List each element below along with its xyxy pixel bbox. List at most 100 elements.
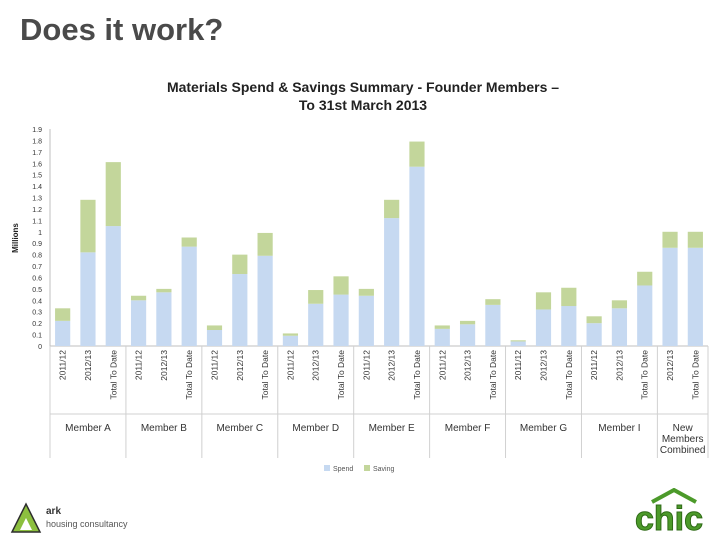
chic-logo-icon: chic	[634, 488, 704, 534]
bar-spend	[459, 324, 476, 346]
x-tick-label: 2012/13	[665, 350, 675, 381]
y-tick-label: 1.4	[32, 184, 42, 191]
y-tick-label: 1	[38, 230, 42, 237]
x-tick-label: 2012/13	[463, 350, 473, 381]
ark-logo-icon	[10, 502, 42, 533]
bar-spend	[384, 218, 400, 346]
bar-saving	[105, 162, 121, 227]
x-tick-label: 2012/13	[539, 350, 549, 381]
bar-saving	[55, 308, 71, 321]
x-tick-label: Total To Date	[336, 350, 346, 400]
y-tick-label: 1.5	[32, 173, 42, 180]
y-tick-label: 1.3	[32, 196, 42, 203]
x-tick-label: 2011/12	[437, 350, 447, 380]
x-tick-label: 2012/13	[83, 350, 93, 381]
y-tick-label: 1.7	[32, 150, 42, 157]
bar-spend	[662, 247, 678, 346]
bar-spend	[485, 304, 501, 346]
y-tick-label: 0.3	[32, 310, 42, 317]
bar-saving	[181, 237, 197, 247]
legend-label-spend: Spend	[333, 466, 353, 473]
bar-saving	[257, 232, 273, 256]
x-tick-label: 2011/12	[58, 350, 68, 380]
chic-logo-text: chic	[635, 500, 703, 534]
bar-saving	[358, 288, 374, 296]
bar-spend	[206, 330, 223, 346]
y-axis-label: Millions	[11, 223, 20, 253]
group-label: Member B	[141, 423, 187, 434]
y-tick-label: 0.2	[32, 321, 42, 328]
x-tick-label: Total To Date	[184, 350, 194, 400]
bar-saving	[282, 333, 299, 336]
bar-spend	[181, 246, 197, 346]
y-tick-label: 1.1	[32, 218, 42, 225]
x-tick-label: 2011/12	[513, 350, 523, 380]
chart-title-line1: Materials Spend & Savings Summary - Foun…	[167, 79, 559, 95]
bar-spend	[687, 247, 703, 346]
bar-spend	[510, 341, 526, 346]
bar-saving	[409, 141, 425, 167]
group-label: Member I	[598, 423, 640, 434]
y-tick-label: 0.4	[32, 298, 42, 305]
group-label: Member D	[292, 423, 339, 434]
y-tick-label: 0.8	[32, 253, 42, 260]
bar-saving	[485, 299, 501, 305]
group-label: Combined	[660, 445, 706, 456]
legend-swatch-saving	[364, 465, 370, 471]
x-tick-label: Total To Date	[412, 350, 422, 400]
y-tick-label: 0.7	[32, 264, 42, 271]
bar-spend	[257, 255, 273, 346]
bar-spend	[358, 295, 374, 346]
x-tick-label: 2011/12	[285, 350, 295, 380]
bar-saving	[434, 325, 450, 329]
bar-spend	[535, 309, 552, 346]
bar-saving	[333, 276, 349, 295]
bar-spend	[55, 320, 71, 346]
y-tick-label: 0.1	[32, 333, 42, 340]
bar-spend	[80, 252, 96, 346]
y-tick-label: 0.5	[32, 287, 42, 294]
bar-saving	[384, 199, 400, 219]
bar-saving	[687, 231, 703, 248]
group-label: Member F	[445, 423, 491, 434]
x-tick-label: Total To Date	[690, 350, 700, 400]
bar-saving	[459, 320, 476, 325]
x-tick-label: 2011/12	[589, 350, 599, 380]
bar-saving	[662, 231, 678, 248]
group-label: Member G	[520, 423, 567, 434]
x-tick-label: Total To Date	[260, 350, 270, 400]
x-tick-label: Total To Date	[564, 350, 574, 400]
bar-saving	[510, 340, 526, 342]
x-tick-label: 2012/13	[614, 350, 624, 381]
bar-spend	[561, 306, 577, 346]
bar-saving	[611, 300, 628, 309]
bar-spend	[637, 285, 653, 346]
x-tick-label: 2011/12	[361, 350, 371, 380]
bar-spend	[282, 335, 299, 346]
ark-logo-name: ark	[46, 506, 62, 517]
y-tick-label: 1.9	[32, 127, 42, 134]
bar-saving	[308, 290, 324, 304]
x-tick-label: 2012/13	[159, 350, 169, 381]
bar-spend	[409, 166, 425, 346]
y-tick-label: 1.2	[32, 207, 42, 214]
slide-title: Does it work?	[20, 12, 224, 47]
x-tick-label: Total To Date	[488, 350, 498, 400]
y-tick-label: 0	[38, 344, 42, 351]
x-tick-label: Total To Date	[108, 350, 118, 400]
bar-spend	[232, 274, 248, 346]
bar-saving	[561, 287, 577, 307]
bar-saving	[586, 316, 602, 324]
chart-title-line2: To 31st March 2013	[299, 97, 427, 113]
bar-spend	[105, 226, 121, 346]
y-tick-label: 1.8	[32, 138, 42, 145]
group-label: Member A	[65, 423, 111, 434]
bar-spend	[611, 308, 628, 346]
bar-saving	[80, 199, 96, 253]
bar-saving	[206, 325, 223, 331]
legend-label-saving: Saving	[373, 466, 395, 473]
group-label: Member C	[216, 423, 263, 434]
bar-saving	[535, 292, 552, 310]
bar-spend	[156, 292, 172, 346]
